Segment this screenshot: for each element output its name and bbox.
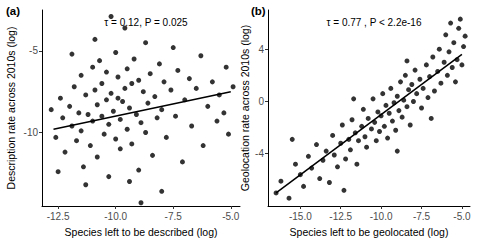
svg-text:-10.0: -10.0 xyxy=(370,211,393,222)
svg-text:Species left to be described (: Species left to be described (log) xyxy=(65,226,218,238)
svg-text:τ = 0.77 , P < 2.2e-16: τ = 0.77 , P < 2.2e-16 xyxy=(327,17,422,28)
svg-text:(b): (b) xyxy=(251,5,266,17)
svg-text:Species left to be geolocated: Species left to be geolocated (log) xyxy=(290,226,449,238)
svg-text:-5: -5 xyxy=(29,45,38,56)
svg-text:τ = 0.12, P = 0.025: τ = 0.12, P = 0.025 xyxy=(104,17,188,28)
svg-text:-7.5: -7.5 xyxy=(413,211,431,222)
svg-text:-10: -10 xyxy=(24,127,39,138)
svg-text:4: 4 xyxy=(258,44,264,55)
svg-text:-15.0: -15.0 xyxy=(289,211,312,222)
svg-text:-4: -4 xyxy=(255,148,264,159)
svg-text:-5.0: -5.0 xyxy=(222,211,240,222)
svg-text:-12.5: -12.5 xyxy=(47,211,70,222)
svg-text:0: 0 xyxy=(258,96,264,107)
svg-text:(a): (a) xyxy=(6,5,20,17)
svg-text:-10.0: -10.0 xyxy=(104,211,127,222)
svg-text:Geolocation rate across 2010s: Geolocation rate across 2010s (log) xyxy=(239,25,251,191)
svg-text:-7.5: -7.5 xyxy=(165,211,183,222)
svg-text:-12.5: -12.5 xyxy=(329,211,352,222)
svg-text:Description rate across 2010s: Description rate across 2010s (log) xyxy=(5,27,17,190)
svg-text:-5.0: -5.0 xyxy=(453,211,471,222)
